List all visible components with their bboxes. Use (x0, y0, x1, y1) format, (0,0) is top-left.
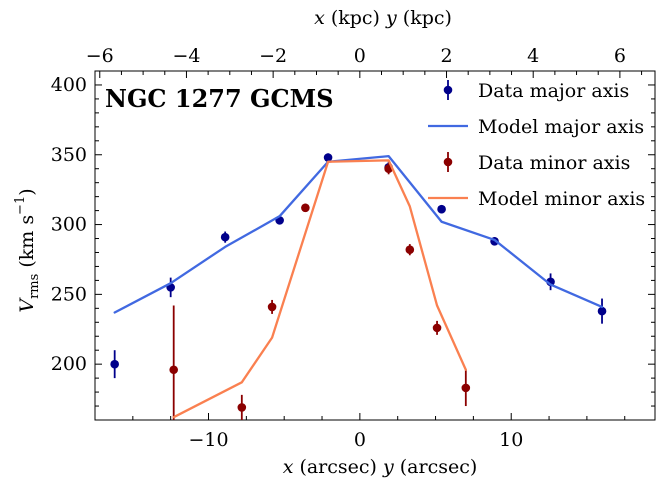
chart-axis-layer (94, 70, 656, 421)
x-tick-label: 10 (499, 429, 523, 451)
chart-label-layer: −10 0 10 −6 −4 −2 0 2 4 6 200 250 300 350 400 x (arcsec… (13, 7, 626, 478)
x-tick-label: −10 (188, 429, 228, 451)
data-point (267, 302, 277, 312)
legend-label-3: Model minor axis (478, 188, 645, 210)
top-axis-label-y: y (385, 7, 397, 29)
legend-label-0: Data major axis (478, 80, 629, 102)
data-point (110, 359, 119, 369)
data-point (220, 232, 230, 242)
chart-title: NGC 1277 GCMS (105, 84, 334, 113)
x-axis-label: x (arcsec) y (arcsec) (283, 456, 478, 478)
x-tick-label: 0 (354, 429, 366, 451)
data-point (461, 383, 471, 393)
y-axis-label-unit: (km s (16, 215, 38, 274)
chart-legend: Data major axis Model major axis Data mino… (428, 80, 645, 210)
data-point (432, 323, 442, 333)
y-axis-label: Vrms (km s−1) (13, 188, 42, 312)
top-tick-label: 0 (354, 45, 366, 67)
top-axis-label: x (kpc) y (kpc) (314, 7, 452, 29)
legend-marker-2 (443, 157, 453, 167)
y-axis-label-close: ) (16, 188, 38, 195)
data-point (437, 204, 446, 214)
x-axis-label-y: y (382, 456, 394, 478)
data-point (597, 306, 607, 316)
y-tick-label: 350 (51, 144, 87, 166)
data-point (301, 203, 310, 213)
top-axis-label-unit1: (kpc) (325, 7, 386, 29)
chart-series-layer (110, 153, 607, 420)
plot-frame (94, 70, 656, 421)
top-tick-label: −4 (172, 45, 200, 67)
data-point (169, 365, 179, 375)
top-axis-label-x: x (314, 7, 325, 29)
x-axis-label-unit2: (arcsec) (394, 456, 478, 478)
legend-marker-0 (443, 85, 453, 95)
data-point (323, 153, 333, 162)
top-axis-label-unit2: (kpc) (397, 7, 452, 29)
series-line-3 (172, 159, 467, 419)
legend-label-1: Model major axis (478, 116, 644, 138)
x-axis-label-x: x (283, 456, 294, 478)
x-axis-label-unit1: (arcsec) (293, 456, 383, 478)
data-point (237, 403, 247, 412)
top-tick-label: 6 (614, 45, 626, 67)
top-tick-label: 4 (527, 45, 539, 67)
y-tick-label: 250 (51, 283, 87, 305)
y-axis-label-v: V (16, 297, 38, 313)
y-tick-label: 400 (51, 74, 87, 96)
top-tick-label: −2 (259, 45, 287, 67)
top-tick-label: −6 (86, 45, 114, 67)
y-axis-label-sup: −1 (13, 196, 28, 215)
y-axis-label-sub: rms (27, 274, 42, 299)
y-tick-label: 200 (51, 353, 87, 375)
series-line-1 (113, 155, 604, 314)
y-tick-label: 300 (51, 214, 87, 236)
top-tick-label: 2 (440, 45, 452, 67)
legend-label-2: Data minor axis (478, 152, 630, 174)
data-point (405, 245, 415, 254)
